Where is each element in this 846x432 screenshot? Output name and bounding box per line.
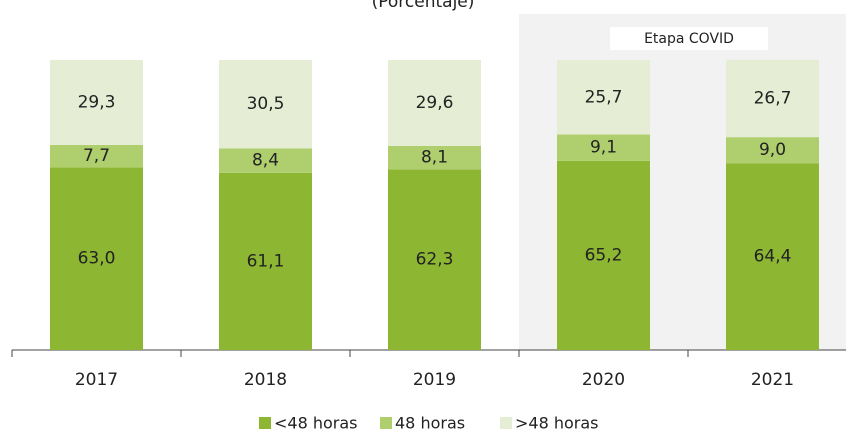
value-label: 9,0 xyxy=(759,140,786,160)
x-tick-label: 2019 xyxy=(413,370,456,390)
value-label: 61,1 xyxy=(247,251,285,271)
value-label: 25,7 xyxy=(585,87,623,107)
value-label: 8,1 xyxy=(421,148,448,168)
value-label: 26,7 xyxy=(754,88,792,108)
bar-segment xyxy=(557,134,650,161)
bar-segment xyxy=(726,137,819,164)
legend-swatch xyxy=(500,417,512,429)
bar-segment xyxy=(50,60,143,145)
value-label: 29,3 xyxy=(78,92,116,112)
legend-swatch xyxy=(259,417,271,429)
bar-segment xyxy=(219,148,312,173)
x-tick-label: 2017 xyxy=(75,370,118,390)
legend-label: <48 horas xyxy=(274,414,358,432)
bar-segment xyxy=(388,169,481,350)
value-label: 29,6 xyxy=(416,93,454,113)
value-label: 62,3 xyxy=(416,250,454,270)
bar-segment xyxy=(557,60,650,135)
x-tick-label: 2021 xyxy=(751,370,794,390)
bar-segment xyxy=(726,163,819,350)
bar-segment xyxy=(557,160,650,350)
value-label: 30,5 xyxy=(247,94,285,114)
bar-segment xyxy=(50,167,143,350)
bar-segment xyxy=(219,60,312,149)
legend-label: >48 horas xyxy=(515,414,599,432)
annotation: Etapa COVID xyxy=(644,31,734,47)
bar-segment xyxy=(219,172,312,350)
bar-segment xyxy=(726,59,819,138)
legend-label: 48 horas xyxy=(395,414,465,432)
bar-segment xyxy=(50,144,143,168)
value-label: 65,2 xyxy=(585,245,623,265)
x-tick-label: 2018 xyxy=(244,370,287,390)
annotation-box xyxy=(610,27,768,50)
chart-title: (Porcentaje) xyxy=(372,0,475,12)
legend-swatch xyxy=(380,417,392,429)
value-label: 9,1 xyxy=(590,138,617,158)
bar-segment xyxy=(388,60,481,146)
x-tick-label: 2020 xyxy=(582,370,625,390)
value-label: 8,4 xyxy=(252,151,279,171)
bar-segment xyxy=(388,145,481,170)
value-label: 7,7 xyxy=(83,146,110,166)
value-label: 64,4 xyxy=(754,247,792,267)
value-label: 63,0 xyxy=(78,249,116,269)
